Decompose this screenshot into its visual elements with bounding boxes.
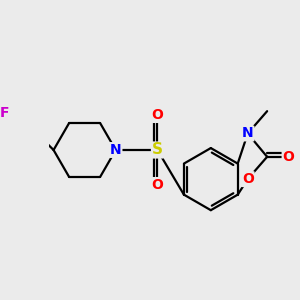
Text: O: O [242, 172, 254, 186]
Text: S: S [152, 142, 163, 158]
Text: N: N [110, 143, 122, 157]
Text: F: F [0, 106, 9, 119]
Text: O: O [283, 150, 294, 164]
Text: O: O [152, 178, 164, 192]
Text: N: N [242, 127, 254, 140]
Text: O: O [152, 108, 164, 122]
